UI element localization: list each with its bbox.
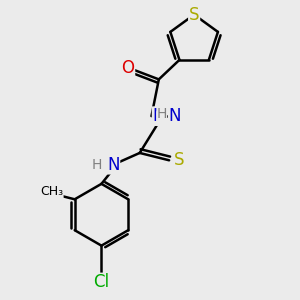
Text: CH₃: CH₃: [40, 185, 63, 198]
Text: H: H: [171, 107, 182, 121]
Text: H: H: [157, 107, 167, 121]
Text: S: S: [174, 151, 185, 169]
Text: Cl: Cl: [93, 273, 110, 291]
Text: O: O: [122, 58, 134, 76]
Text: H: H: [92, 158, 102, 172]
Text: S: S: [189, 6, 200, 24]
Text: N: N: [107, 156, 119, 174]
Text: N: N: [153, 107, 165, 125]
Text: N: N: [169, 107, 181, 125]
